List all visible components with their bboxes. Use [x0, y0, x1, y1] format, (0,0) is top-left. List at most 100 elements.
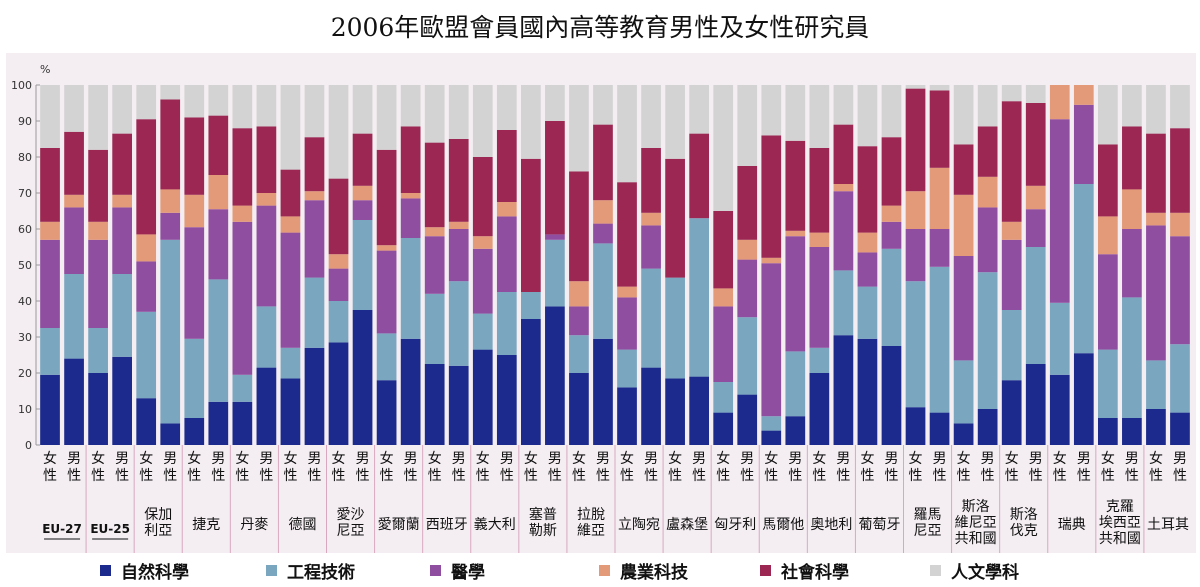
gender-label: 性: [380, 468, 394, 484]
bar-segment-5-0-1: [280, 347, 301, 379]
bar-segment-12-1-5: [641, 85, 661, 148]
bar-segment-8-0-0: [424, 364, 445, 445]
bar-segment-1-0-1: [88, 328, 108, 373]
bar-segment-13-0-5: [665, 85, 685, 159]
bar-segment-9-1-4: [496, 130, 517, 202]
gender-label: 男: [933, 451, 947, 467]
bar-segment-13-1-1: [689, 218, 710, 377]
bar-segment-5-0-5: [280, 85, 301, 170]
bar-segment-19-1-0: [977, 409, 998, 445]
group-label: 維尼亞: [955, 515, 997, 531]
bar-segment-4-0-3: [232, 205, 253, 222]
bar-segment-15-0-0: [761, 430, 782, 445]
bar-segment-0-0-1: [40, 328, 60, 375]
group-label: 共和國: [955, 531, 997, 547]
legend-swatch: [599, 565, 610, 576]
bar-segment-3-0-3: [184, 194, 205, 228]
bar-segment-17-0-4: [857, 146, 878, 233]
bar-segment-7-1-5: [400, 85, 421, 127]
gender-label: 男: [259, 451, 273, 467]
bar-segment-13-1-0: [689, 376, 710, 445]
gender-label: 女: [572, 450, 586, 467]
bar-segment-18-0-0: [905, 407, 926, 445]
bar-segment-20-0-5: [1001, 85, 1022, 102]
group-label: 維亞: [577, 523, 605, 539]
legend-swatch: [930, 565, 941, 576]
bar-segment-14-1-1: [737, 317, 758, 395]
bar-segment-3-0-1: [184, 338, 205, 418]
legend-item: 農業科技: [599, 558, 688, 583]
gender-label: 男: [1173, 451, 1187, 467]
bar-segment-1-1-1: [112, 274, 133, 357]
bar-segment-1-0-2: [88, 239, 108, 328]
bar-segment-3-1-0: [208, 401, 229, 445]
gender-label: 女: [860, 450, 874, 467]
bar-segment-18-0-2: [905, 229, 926, 282]
bar-segment-11-1-2: [593, 223, 613, 244]
bar-segment-17-0-2: [857, 252, 878, 287]
bar-segment-0-1-5: [64, 85, 84, 132]
bar-segment-22-0-2: [1097, 254, 1118, 350]
bar-segment-17-1-4: [881, 137, 902, 206]
gender-label: 性: [211, 468, 225, 484]
bar-segment-5-1-0: [304, 347, 325, 445]
bar-segment-3-1-2: [208, 209, 229, 280]
group-label: 丹麥: [240, 517, 268, 533]
bar-segment-19-1-1: [977, 272, 998, 409]
bar-segment-5-0-3: [280, 216, 301, 233]
bar-segment-22-1-0: [1122, 418, 1142, 445]
legend-swatch: [100, 565, 111, 576]
bar-segment-1-1-0: [112, 356, 133, 445]
gender-label: 性: [716, 468, 730, 484]
bar-segment-19-0-2: [953, 256, 974, 361]
group-label: 立陶宛: [618, 517, 660, 533]
legend-label: 自然科學: [121, 563, 189, 583]
bar-segment-9-1-1: [496, 292, 517, 355]
y-tick-label: 80: [18, 151, 32, 164]
bar-segment-4-1-0: [256, 367, 277, 445]
gender-label: 性: [788, 468, 802, 484]
gender-label: 性: [644, 468, 658, 484]
group-label: 盧森堡: [666, 517, 708, 533]
bar-segment-22-0-0: [1097, 418, 1118, 445]
bar-segment-12-1-0: [641, 367, 661, 445]
bar-segment-13-0-1: [665, 277, 685, 379]
bar-segment-23-0-4: [1146, 133, 1166, 213]
bar-segment-20-1-2: [1025, 209, 1046, 247]
y-tick-label: 0: [25, 439, 32, 452]
gender-label: 性: [259, 468, 273, 484]
bar-segment-12-0-5: [617, 85, 637, 183]
bar-segment-20-1-1: [1025, 247, 1046, 364]
gender-label: 男: [596, 451, 610, 467]
bar-segment-2-1-5: [160, 85, 181, 100]
bar-segment-4-0-0: [232, 401, 253, 445]
gender-label: 性: [91, 468, 105, 484]
legend-swatch: [760, 565, 771, 576]
gender-label: 性: [884, 468, 898, 484]
bar-segment-8-0-2: [424, 236, 445, 294]
bar-segment-4-1-3: [256, 193, 277, 206]
bar-segment-2-0-1: [136, 311, 157, 399]
gender-label: 性: [476, 468, 490, 484]
gender-label: 性: [1149, 468, 1163, 484]
bar-segment-23-1-5: [1170, 85, 1190, 129]
bar-segment-23-1-0: [1170, 412, 1190, 445]
gender-label: 性: [283, 468, 297, 484]
bar-segment-10-1-0: [545, 306, 565, 445]
bar-segment-6-0-5: [328, 85, 349, 179]
bar-segment-7-1-1: [400, 238, 421, 339]
gender-label: 性: [163, 468, 177, 484]
bar-segment-21-1-2: [1073, 104, 1094, 184]
gender-label: 性: [1101, 468, 1115, 484]
bar-segment-15-1-4: [785, 140, 806, 231]
bar-segment-22-0-1: [1097, 349, 1118, 418]
group-label: 保加: [144, 507, 172, 523]
bar-segment-18-1-2: [929, 229, 950, 267]
bar-segment-12-0-1: [617, 349, 637, 388]
bar-segment-9-0-2: [472, 248, 493, 314]
bar-segment-23-0-2: [1146, 225, 1166, 361]
gender-label: 女: [1053, 450, 1067, 467]
bar-segment-19-0-0: [953, 423, 974, 445]
bar-segment-18-0-4: [905, 88, 926, 192]
bar-segment-14-0-5: [713, 85, 734, 211]
